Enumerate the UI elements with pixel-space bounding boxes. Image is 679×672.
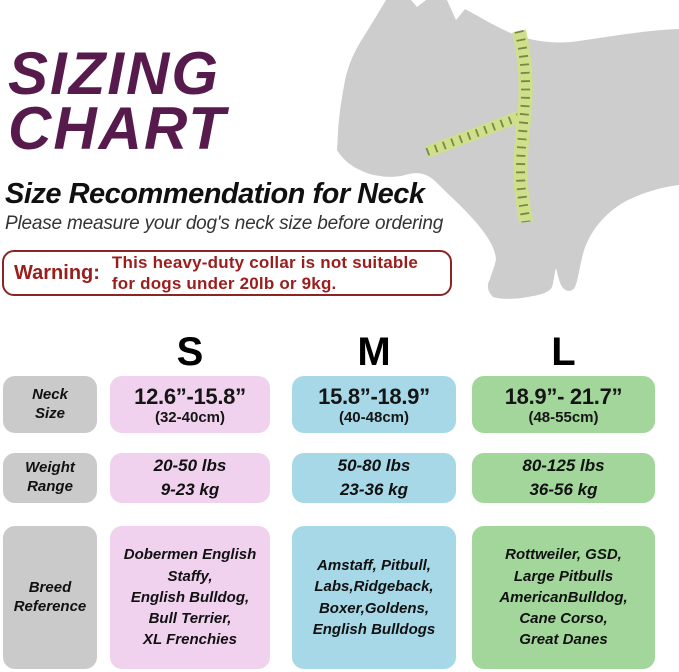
weight-cell-l: 80-125 lbs 36-56 kg — [472, 453, 655, 503]
neck-size-cell-s: 12.6”-15.8” (32-40cm) — [110, 376, 270, 433]
tagline: Please measure your dog's neck size befo… — [5, 213, 444, 234]
dog-body-silhouette — [337, 0, 679, 299]
page-title: SIZING CHART — [8, 40, 227, 162]
neck-inches: 15.8”-18.9” — [318, 383, 430, 409]
breed-cell-s: Dobermen English Staffy, English Bulldog… — [110, 526, 270, 669]
subtitle: Size Recommendation for Neck — [5, 178, 425, 210]
neck-cm: (32-40cm) — [154, 408, 226, 426]
warning-message: This heavy-duty collar is not suitable f… — [111, 252, 419, 293]
neck-cm: (40-48cm) — [338, 408, 410, 426]
neck-size-row: Neck Size 12.6”-15.8” (32-40cm) 15.8”-18… — [3, 376, 655, 433]
breed-reference-row: Breed Reference Dobermen English Staffy,… — [3, 526, 655, 669]
page-title-line1: SIZING — [8, 40, 221, 107]
measuring-tape-branch — [424, 111, 522, 158]
breed-cell-l: Rottweiler, GSD, Large Pitbulls American… — [472, 526, 655, 669]
neck-cm: (48-55cm) — [528, 408, 599, 426]
size-header-m: M — [357, 330, 391, 374]
weight-cell-s: 20-50 lbs 9-23 kg — [110, 453, 270, 503]
weight-cell-m: 50-80 lbs 23-36 kg — [292, 453, 456, 503]
breed-cell-m: Amstaff, Pitbull, Labs,Ridgeback, Boxer,… — [292, 526, 456, 669]
weight-range-row: Weight Range 20-50 lbs 9-23 kg 50-80 lbs… — [3, 453, 655, 503]
measuring-tape-main — [512, 29, 533, 223]
weight-range-row-label: Weight Range — [3, 453, 97, 503]
breed-list: Amstaff, Pitbull, Labs,Ridgeback, Boxer,… — [312, 556, 436, 638]
weight-text: 50-80 lbs 23-36 kg — [337, 456, 411, 499]
neck-inches: 12.6”-15.8” — [134, 383, 246, 409]
page-title-line2: CHART — [8, 95, 227, 162]
breed-list: Dobermen English Staffy, English Bulldog… — [123, 546, 257, 649]
row-label-text: Weight Range — [25, 459, 75, 495]
row-label-text: Neck Size — [32, 385, 68, 422]
row-label-text: Breed Reference — [13, 578, 87, 615]
size-header-s: S — [176, 330, 204, 374]
warning-box: Warning: This heavy-duty collar is not s… — [2, 250, 452, 296]
neck-size-row-label: Neck Size — [3, 376, 97, 433]
dog-silhouette-graphic — [337, 0, 679, 299]
weight-text: 20-50 lbs 9-23 kg — [153, 456, 227, 499]
warning-label: Warning: — [14, 261, 100, 284]
neck-size-cell-l: 18.9”- 21.7” (48-55cm) — [472, 376, 655, 433]
breed-reference-row-label: Breed Reference — [3, 526, 97, 669]
size-table: S M L Neck Size 12.6”-15.8” (32-40cm) 15… — [3, 330, 655, 669]
weight-text: 80-125 lbs 36-56 kg — [522, 456, 605, 499]
size-header-l: L — [551, 330, 576, 374]
size-header-row: S M L — [3, 330, 655, 376]
breed-list: Rottweiler, GSD, Large Pitbulls American… — [499, 546, 628, 649]
neck-inches: 18.9”- 21.7” — [504, 383, 623, 409]
neck-size-cell-m: 15.8”-18.9” (40-48cm) — [292, 376, 456, 433]
